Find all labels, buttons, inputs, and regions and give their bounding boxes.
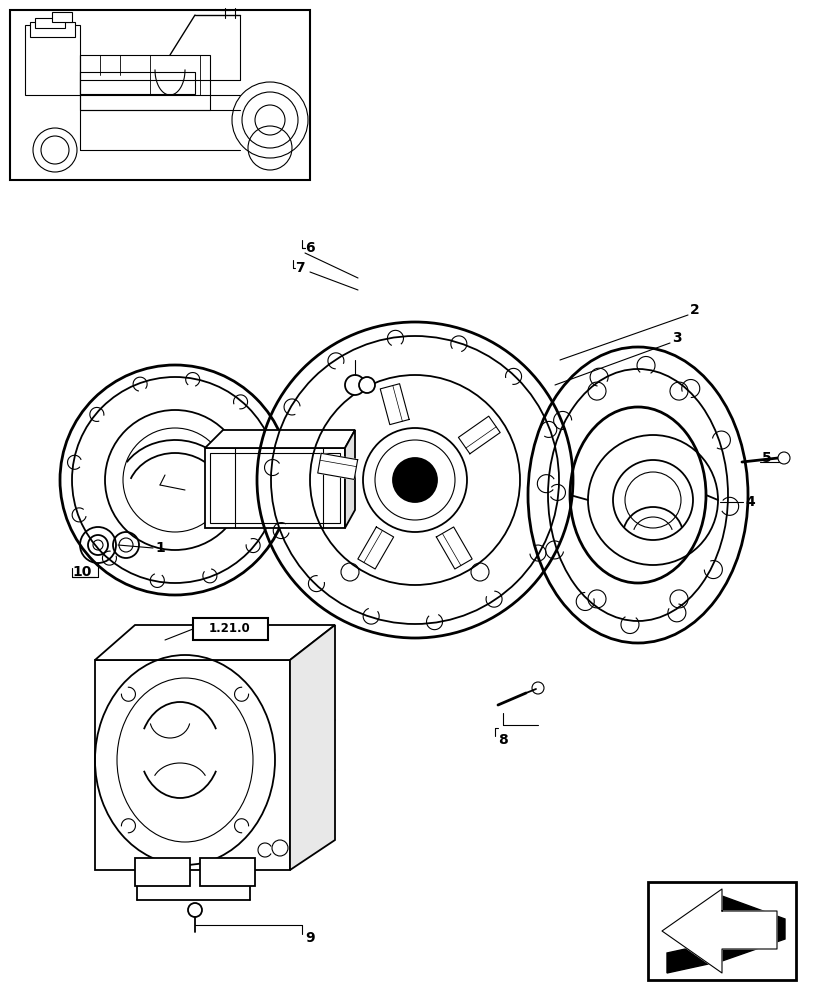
Circle shape: [777, 452, 789, 464]
Polygon shape: [205, 430, 355, 448]
Polygon shape: [317, 453, 357, 479]
Polygon shape: [290, 625, 335, 870]
Circle shape: [359, 377, 374, 393]
Polygon shape: [436, 527, 472, 569]
Polygon shape: [666, 896, 784, 973]
Bar: [30, 22, 75, 37]
Bar: [52, 12, 72, 22]
Circle shape: [392, 458, 437, 502]
Bar: [35, 18, 65, 28]
Bar: [205, 448, 345, 528]
Text: 1: 1: [155, 541, 165, 555]
Text: 8: 8: [497, 733, 507, 747]
Text: 1.21.0: 1.21.0: [209, 622, 251, 636]
Text: 7: 7: [295, 261, 304, 275]
Bar: [10, 10, 310, 180]
Text: 6: 6: [305, 241, 314, 255]
Bar: [25, 25, 80, 95]
Polygon shape: [661, 889, 776, 973]
Text: 2: 2: [689, 303, 699, 317]
Polygon shape: [95, 625, 335, 660]
Text: 5: 5: [761, 451, 771, 465]
Polygon shape: [345, 430, 355, 528]
Text: 9: 9: [305, 931, 314, 945]
Bar: [210, 453, 340, 523]
Bar: [200, 858, 255, 886]
Circle shape: [345, 375, 364, 395]
Bar: [647, 882, 795, 980]
Circle shape: [188, 903, 201, 917]
Polygon shape: [357, 527, 393, 569]
Text: 3: 3: [672, 331, 681, 345]
Polygon shape: [95, 660, 290, 870]
Polygon shape: [380, 384, 409, 425]
Text: 4: 4: [744, 495, 753, 509]
Polygon shape: [458, 416, 500, 454]
Bar: [135, 858, 190, 886]
Bar: [80, 55, 210, 110]
Bar: [80, 72, 195, 94]
Bar: [192, 618, 268, 640]
Text: 10: 10: [72, 565, 91, 579]
